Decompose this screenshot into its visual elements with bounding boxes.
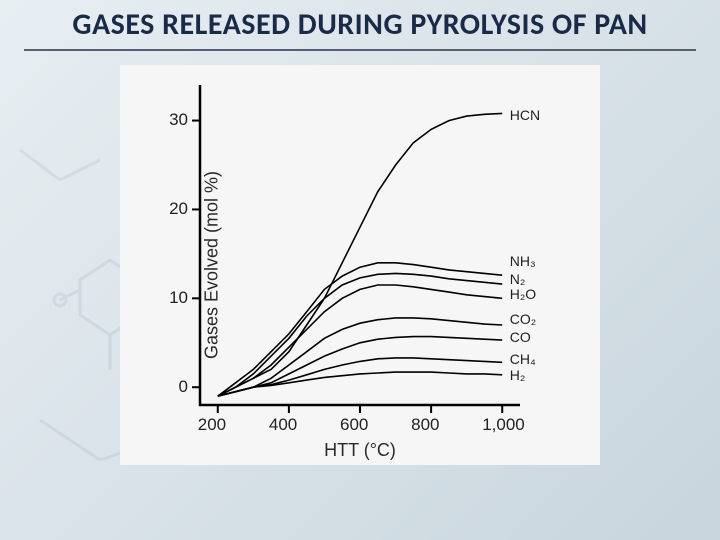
chart-wrapper: Gases Evolved (mol %) HTT (°C) 010203020…: [20, 65, 700, 465]
series-HCN: [218, 113, 502, 396]
slide-title: GASES RELEASED DURING PYROLYSIS OF PAN: [24, 8, 696, 51]
series-CO2: [218, 317, 502, 395]
pyrolysis-line-chart: Gases Evolved (mol %) HTT (°C) 010203020…: [120, 65, 600, 465]
series-CH4: [218, 357, 502, 395]
chart-svg: [120, 65, 600, 465]
series-N2: [218, 273, 502, 396]
series-NH3: [218, 262, 502, 395]
slide-container: GASES RELEASED DURING PYROLYSIS OF PAN G…: [0, 0, 720, 540]
series-H2O: [218, 285, 502, 396]
